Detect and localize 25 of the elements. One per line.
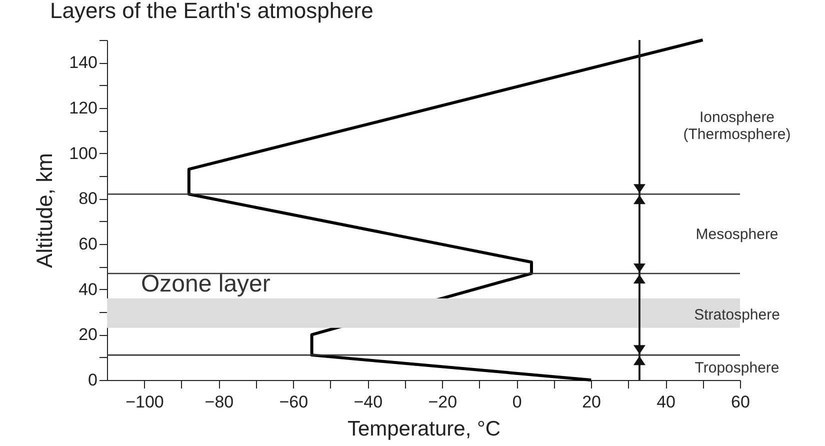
x-tick-label: 40 — [656, 392, 676, 412]
x-tick-label: −40 — [354, 392, 383, 412]
annotation: Stratosphere — [694, 306, 780, 324]
y-tick-label: 40 — [78, 280, 98, 299]
band-label: Ozone layer — [141, 270, 270, 298]
annotation: Mesosphere — [696, 226, 778, 243]
y-tick-label: 20 — [78, 325, 98, 344]
x-tick-label: −80 — [204, 392, 234, 412]
annotation: Troposphere — [694, 360, 780, 377]
x-tick-label: 20 — [582, 392, 602, 412]
y-tick-label: 140 — [69, 53, 98, 72]
x-tick-label: 60 — [731, 392, 750, 412]
y-tick-label: 80 — [78, 189, 98, 208]
chart-title: Layers of the Earth's atmosphere — [50, 0, 374, 23]
x-tick-label: −60 — [279, 392, 308, 412]
y-tick-label: 100 — [69, 144, 98, 163]
y-tick-label: 60 — [78, 234, 98, 254]
x-tick-label: 0 — [512, 392, 522, 412]
y-tick-label: 0 — [88, 370, 98, 390]
x-axis-title: Temperature, °C — [347, 418, 501, 440]
y-axis-title: Altitude, km — [32, 153, 58, 268]
y-tick-label: 120 — [69, 98, 98, 118]
x-tick-label: −20 — [428, 392, 458, 412]
x-tick-label: −100 — [126, 392, 164, 412]
annotation: Ionosphere (Thermosphere) — [683, 109, 791, 144]
